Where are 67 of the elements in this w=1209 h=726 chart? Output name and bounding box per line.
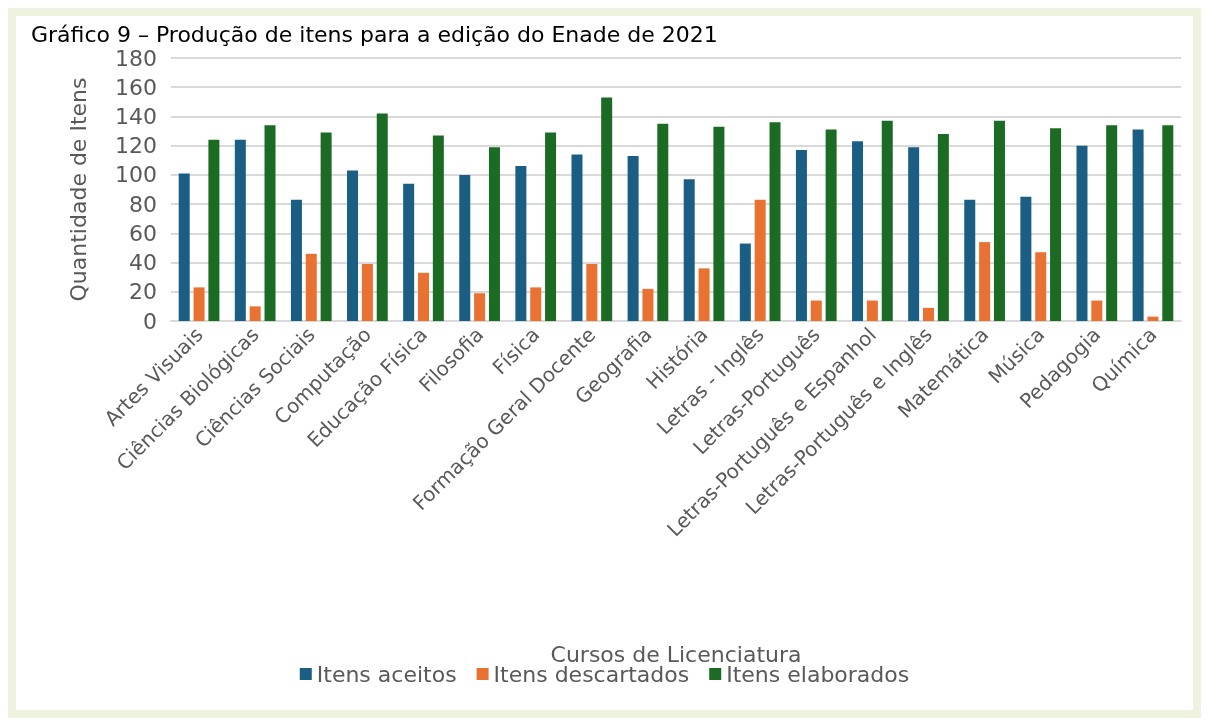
- bar: [964, 199, 976, 321]
- bar: [530, 287, 542, 321]
- bar: [642, 288, 654, 321]
- y-tick-label: 60: [129, 220, 157, 246]
- bar: [545, 132, 557, 321]
- bar: [825, 129, 837, 321]
- bar: [586, 264, 598, 321]
- bar: [937, 133, 949, 321]
- bar: [683, 179, 695, 321]
- bar: [657, 123, 669, 321]
- y-tick-label: 20: [129, 279, 157, 305]
- bar: [627, 155, 639, 321]
- bar: [881, 120, 893, 321]
- bar: [852, 141, 864, 321]
- bar: [515, 166, 527, 321]
- bar: [1147, 316, 1159, 321]
- bar: [1076, 145, 1088, 321]
- bar: [264, 125, 276, 321]
- bar: [1020, 196, 1032, 321]
- bar: [1162, 125, 1174, 321]
- bar: [908, 147, 920, 321]
- bar: [993, 120, 1005, 321]
- bar: [376, 113, 388, 321]
- bar: [795, 150, 807, 321]
- bar: [601, 97, 613, 321]
- bar: [810, 300, 822, 321]
- bar: [698, 268, 710, 321]
- bar: [739, 243, 751, 321]
- bar: [713, 126, 725, 321]
- y-tick-label: 100: [115, 162, 157, 188]
- bar: [418, 272, 429, 321]
- y-tick-label: 40: [129, 250, 157, 276]
- bar: [249, 306, 261, 321]
- bar: [754, 199, 766, 321]
- bar: [923, 307, 934, 321]
- bar: [1106, 125, 1118, 321]
- bar: [1035, 252, 1047, 321]
- bar: [488, 147, 500, 321]
- chart-title: Gráfico 9 – Produção de itens para a edição do Enade de 2021: [31, 21, 718, 47]
- y-tick-label: 80: [129, 191, 157, 217]
- bar: [347, 170, 359, 321]
- legend-label: Itens aceitos: [316, 661, 457, 687]
- bar: [866, 300, 878, 321]
- bar: [208, 139, 220, 321]
- bar: [571, 154, 583, 321]
- bar: [320, 132, 332, 321]
- bar: [459, 174, 471, 321]
- bar: [1132, 129, 1144, 321]
- bar: [178, 173, 190, 321]
- y-tick-label: 160: [115, 74, 157, 100]
- bar: [290, 199, 302, 321]
- y-tick-label: 140: [115, 103, 157, 129]
- bar: [305, 253, 317, 321]
- bar: [193, 287, 205, 321]
- y-axis-title: Quantidade de Itens: [65, 77, 91, 302]
- bar: [361, 264, 373, 321]
- bar: [403, 183, 415, 321]
- y-tick-label: 120: [115, 133, 157, 159]
- bar: [1091, 300, 1103, 321]
- bar: [1050, 128, 1062, 321]
- bar: [432, 135, 444, 321]
- bar: [474, 293, 486, 321]
- y-tick-label: 180: [115, 45, 157, 71]
- bar: [979, 242, 991, 321]
- bar: [234, 139, 246, 321]
- bar: [769, 122, 781, 321]
- y-tick-label: 0: [143, 308, 157, 334]
